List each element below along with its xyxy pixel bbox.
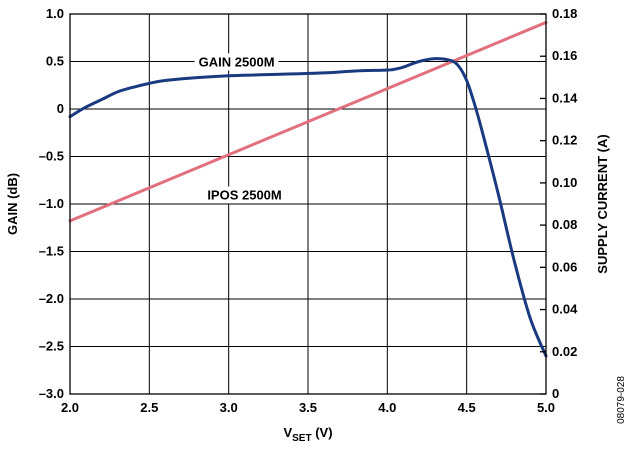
y-right-tick-label: 0.12 (552, 133, 577, 148)
x-tick-label: 3.0 (220, 400, 238, 415)
series-layer (68, 20, 548, 358)
y-right-tick-label: 0.16 (552, 48, 577, 63)
y-right-tick-label: 0.02 (552, 344, 577, 359)
y-left-tick-label: 1.0 (46, 6, 64, 21)
y-right-tick-label: 0 (552, 386, 559, 401)
x-axis-label: VSET (V) (283, 425, 332, 444)
annotation-background (203, 186, 286, 204)
y-left-tick-label: 0.5 (46, 54, 64, 69)
x-tick-label: 2.5 (140, 400, 158, 415)
y-right-tick-label: 0.04 (552, 302, 578, 317)
annotation-gain-2500m: GAIN 2500M (199, 55, 275, 70)
y-right-tick-label: 0.14 (552, 90, 578, 105)
right-axis-ticks: 0.18 0.16 0.14 0.12 0.10 0.08 0.06 0.04 0.02 0 (540, 6, 578, 401)
left-axis-ticks: 1.0 0.5 0 –0.5 –1.0 –1.5 –2.0 –2.5 –3.0 (39, 6, 64, 401)
x-tick-label: 4.0 (378, 400, 396, 415)
y-right-axis-label: SUPPLY CURRENT (A) (595, 134, 610, 273)
y-left-tick-label: –1.5 (39, 244, 64, 259)
y-left-tick-label: –0.5 (39, 149, 64, 164)
plot-frame (69, 13, 547, 395)
series-line-gain-2500m (68, 57, 548, 358)
grid (69, 13, 547, 395)
y-right-tick-label: 0.10 (552, 175, 577, 190)
y-right-tick-label: 0.18 (552, 6, 577, 21)
y-left-tick-label: –2.5 (39, 339, 64, 354)
x-tick-label: 2.0 (61, 400, 79, 415)
x-axis-label-subscript: SET (292, 433, 311, 444)
annotation-ipos-2500m: IPOS 2500M (207, 188, 281, 203)
figure-id: 08079-028 (616, 376, 627, 424)
y-left-tick-label: 0 (57, 101, 64, 116)
y-left-tick-label: –3.0 (39, 386, 64, 401)
x-axis-label-main: V (283, 425, 292, 440)
x-tick-label: 4.5 (458, 400, 476, 415)
x-axis-label-unit: (V) (312, 425, 333, 440)
annotations: GAIN 2500M IPOS 2500M (194, 53, 286, 204)
y-left-axis-label: GAIN (dB) (5, 173, 20, 235)
x-tick-label: 3.5 (299, 400, 317, 415)
annotation-background (194, 53, 279, 71)
y-left-tick-label: –2.0 (39, 291, 64, 306)
y-right-tick-label: 0.06 (552, 259, 577, 274)
y-left-tick-label: –1.0 (39, 196, 64, 211)
bottom-axis-ticks: 2.0 2.5 3.0 3.5 4.0 4.5 5.0 (61, 400, 555, 415)
y-right-tick-label: 0.08 (552, 217, 577, 232)
series-line-ipos-2500m (68, 20, 548, 223)
x-tick-label: 5.0 (537, 400, 555, 415)
